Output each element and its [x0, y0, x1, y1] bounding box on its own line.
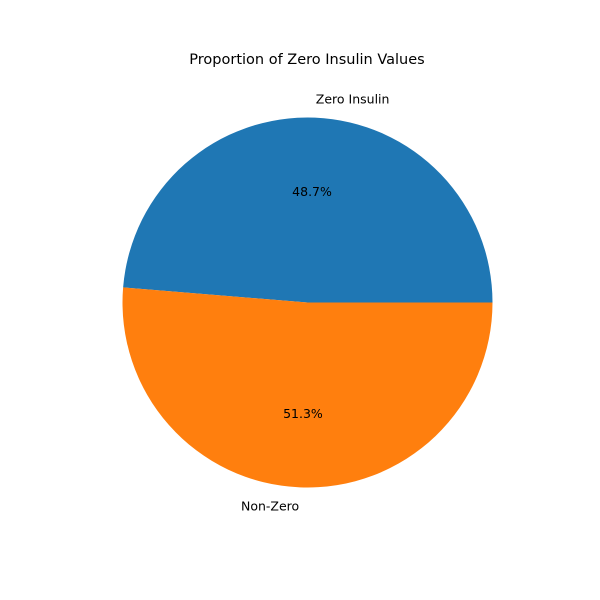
pct-label-non-zero: 51.3% [283, 406, 323, 421]
chart-title: Proportion of Zero Insulin Values [189, 52, 424, 68]
pie-labels: Zero Insulin 48.7% Non-Zero 51.3% [241, 92, 389, 514]
slice-label-zero-insulin: Zero Insulin [316, 92, 390, 107]
slice-label-non-zero: Non-Zero [241, 498, 299, 513]
pie-slice-non-zero [122, 287, 493, 488]
pct-label-zero-insulin: 48.7% [292, 184, 332, 199]
pie-slices [122, 117, 493, 488]
pie-slice-zero-insulin [123, 117, 493, 303]
